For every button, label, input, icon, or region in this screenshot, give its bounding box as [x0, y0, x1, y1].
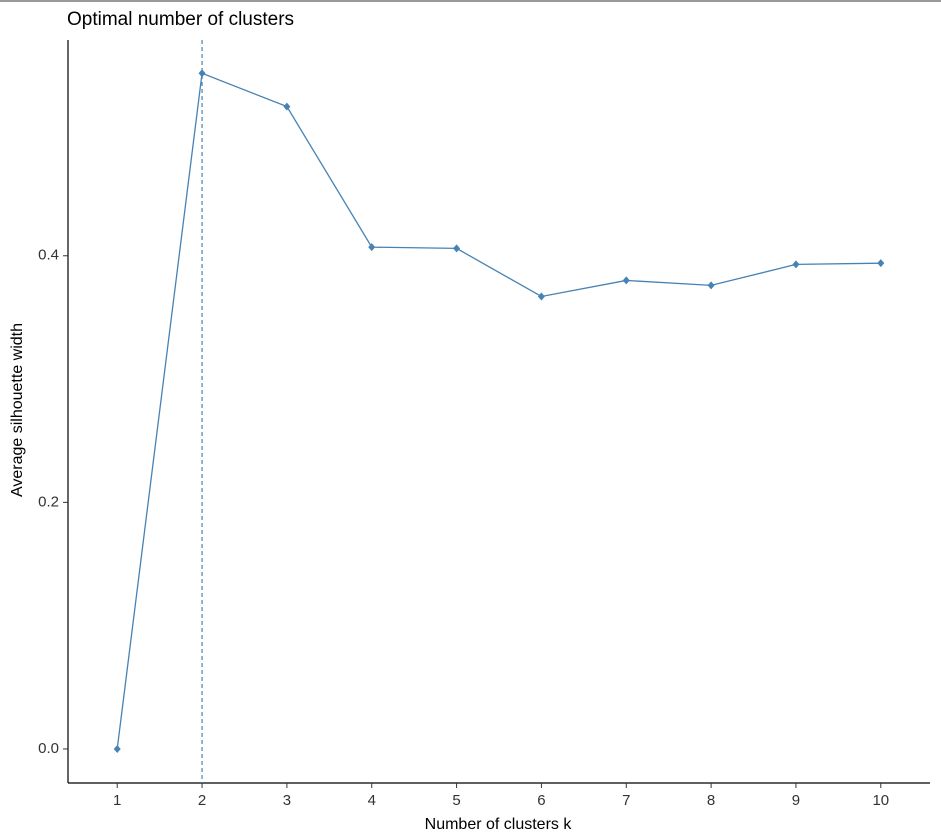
point	[198, 69, 206, 78]
x-tick-label: 9	[792, 792, 800, 809]
point	[622, 276, 630, 285]
x-axis-title: Number of clusters k	[425, 816, 573, 833]
x-tick-label: 4	[368, 792, 376, 809]
x-tick-label: 7	[622, 792, 630, 809]
x-tick-label: 6	[537, 792, 545, 809]
x-tick-label: 10	[872, 792, 889, 809]
point	[368, 243, 376, 252]
y-tick-label: 0.0	[38, 740, 59, 757]
x-tick-label: 5	[452, 792, 460, 809]
line	[116, 72, 881, 750]
y-tick-label: 0.2	[38, 493, 59, 510]
point	[877, 259, 885, 268]
point	[453, 244, 461, 253]
point	[113, 744, 121, 753]
chart-title: Optimal number of clusters	[67, 9, 294, 30]
point	[283, 102, 291, 111]
y-tick-label: 0.4	[38, 247, 59, 264]
x-tick-label: 3	[283, 792, 291, 809]
point	[707, 281, 715, 290]
point	[792, 260, 800, 269]
y-axis-title: Average silhouette width	[9, 323, 26, 497]
x-tick-label: 1	[113, 792, 121, 809]
x-tick-label: 2	[198, 792, 206, 809]
point	[537, 292, 545, 301]
x-tick-label: 8	[707, 792, 715, 809]
